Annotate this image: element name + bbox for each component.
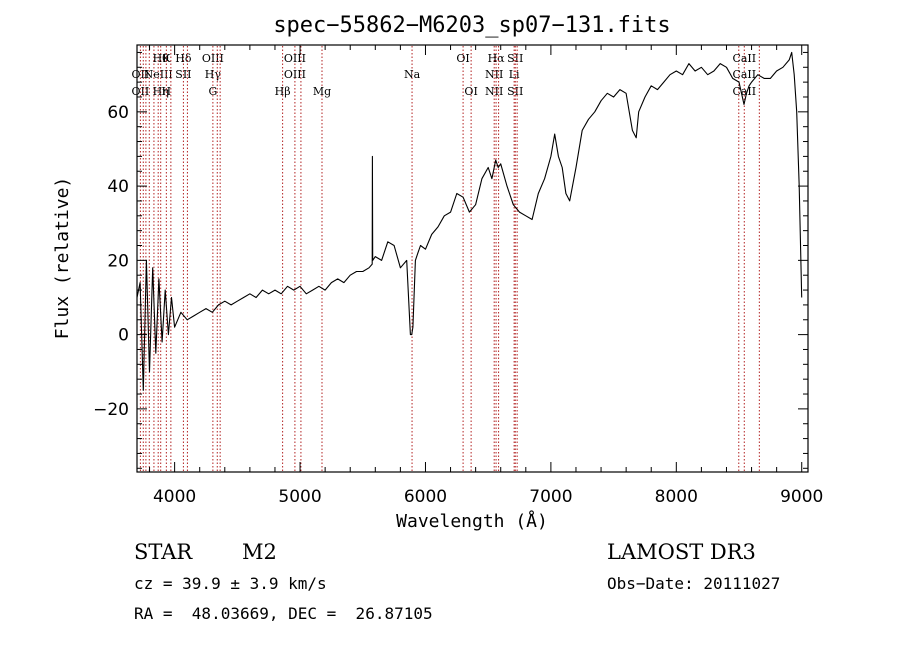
x-tick-label: 6000 <box>404 487 447 507</box>
line-marker-label: OII <box>132 85 150 98</box>
line-marker-label: OIII <box>284 68 306 81</box>
line-marker-label: CaII <box>732 68 756 81</box>
x-tick-label: 4000 <box>153 487 196 507</box>
line-marker-label: Hβ <box>275 85 291 98</box>
object-subclass: M2 <box>242 540 277 564</box>
ra-dec-coordinates: RA = 48.03669, DEC = 26.87105 <box>134 604 433 623</box>
survey-name: LAMOST DR3 <box>607 540 756 564</box>
x-tick-label: 8000 <box>655 487 698 507</box>
line-marker-label: OIII <box>284 52 306 65</box>
line-marker-label: H <box>162 85 172 98</box>
spectrum-line <box>136 51 803 391</box>
plot-frame <box>136 44 809 473</box>
line-marker-label: SII <box>175 68 191 81</box>
spectrum-series <box>136 51 803 391</box>
line-marker-label: Hα <box>488 52 506 65</box>
axis-ticks: 4000 5000 6000 7000 8000 9000 −20 0 20 40 60 <box>93 45 823 507</box>
line-marker-label: G <box>208 85 217 98</box>
y-tick-label: 20 <box>107 251 129 271</box>
y-tick-label: −20 <box>93 400 129 420</box>
y-axis-label: Flux (relative) <box>52 177 73 340</box>
x-axis-label: Wavelength (Å) <box>396 510 548 532</box>
y-tick-label: 40 <box>107 177 129 197</box>
line-marker-label: Hη <box>153 85 169 98</box>
line-marker-label: Na <box>404 68 421 81</box>
line-marker-label: Hδ <box>175 52 192 65</box>
line-marker-label: OII <box>132 68 150 81</box>
x-tick-label: 5000 <box>278 487 321 507</box>
line-marker-label: Hθ <box>153 52 170 65</box>
chart-title: spec−55862−M6203_sp07−131.fits <box>273 13 670 38</box>
line-marker-label: Hγ <box>205 68 222 81</box>
line-marker-label: OI <box>456 52 469 65</box>
line-marker-label: OI <box>464 85 477 98</box>
x-tick-label: 9000 <box>780 487 823 507</box>
line-marker-label: SII <box>507 52 523 65</box>
line-marker-label: SII <box>507 85 523 98</box>
line-marker-label: CaII <box>732 52 756 65</box>
redshift-cz: cz = 39.9 ± 3.9 km/s <box>134 574 327 593</box>
line-marker-label: K <box>162 52 171 65</box>
object-class: STAR <box>134 540 193 564</box>
y-tick-label: 0 <box>118 326 129 346</box>
x-tick-label: 7000 <box>529 487 572 507</box>
line-marker-label: Li <box>509 68 520 81</box>
line-marker-label: CaII <box>732 85 756 98</box>
y-tick-label: 60 <box>107 103 129 123</box>
observation-date: Obs−Date: 20111027 <box>607 574 781 593</box>
line-marker-label: NII <box>485 85 503 98</box>
line-marker-label: OIII <box>202 52 224 65</box>
line-marker-label: NeIII <box>144 68 173 81</box>
line-marker-label: Mg <box>313 85 331 98</box>
line-marker-label: NII <box>485 68 503 81</box>
